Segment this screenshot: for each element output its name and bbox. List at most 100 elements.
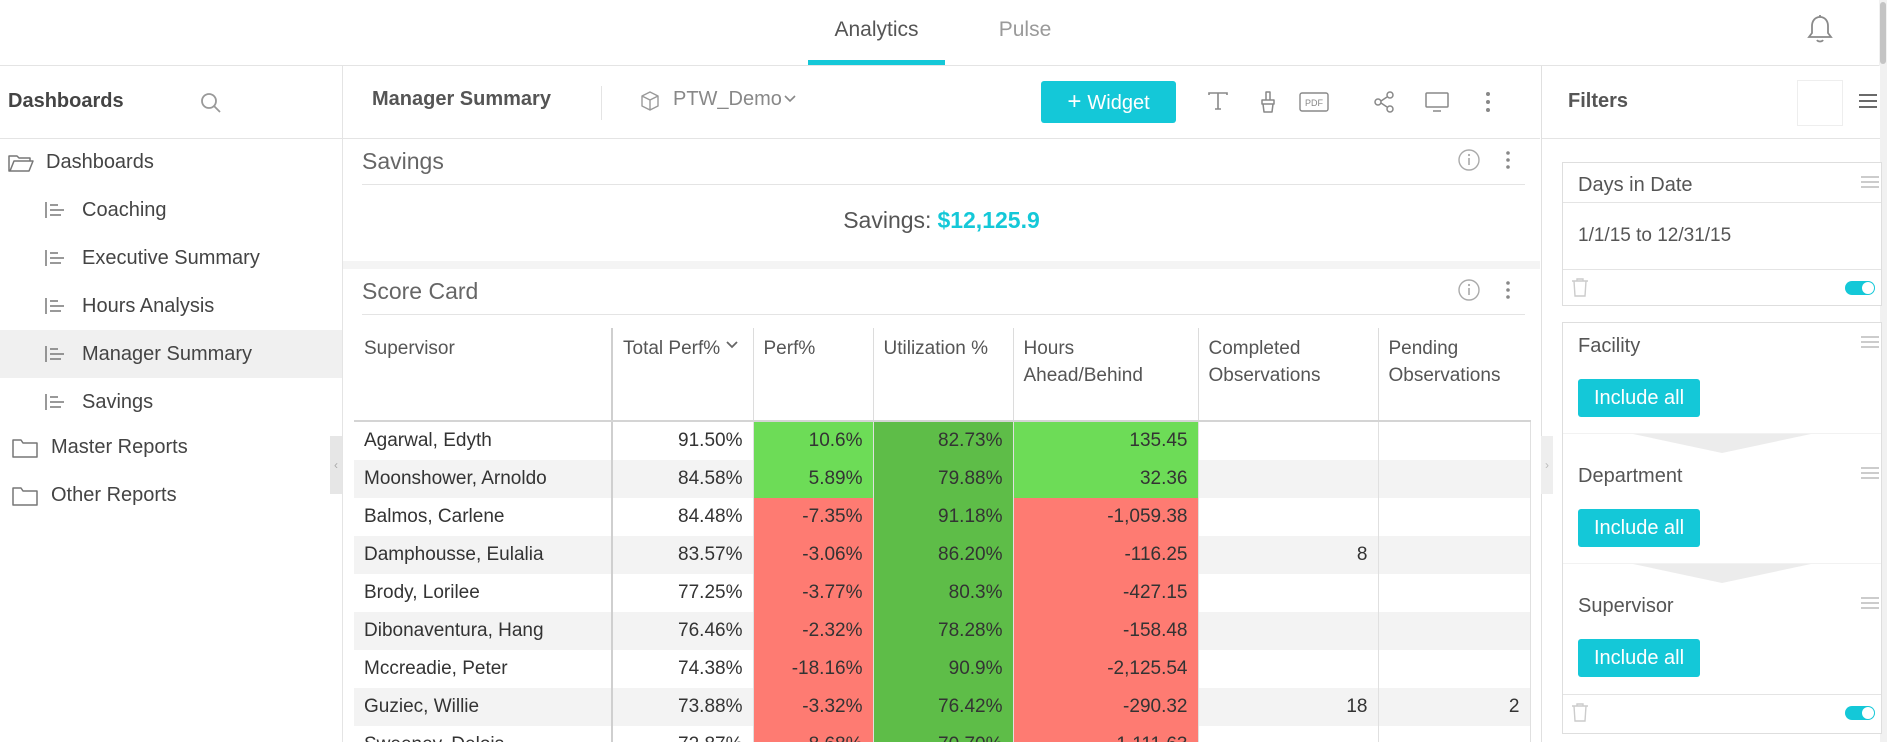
brush-icon[interactable] <box>1259 91 1277 113</box>
cell-completed <box>1198 612 1379 650</box>
sidebar-item-label: Hours Analysis <box>82 295 215 317</box>
table-row[interactable]: Mccreadie, Peter 74.38% -18.16% 90.9% -2… <box>354 650 1531 688</box>
filters-action-box[interactable] <box>1797 80 1843 126</box>
table-row[interactable]: Damphousse, Eulalia 83.57% -3.06% 86.20%… <box>354 536 1531 574</box>
tab-analytics[interactable]: Analytics <box>808 0 945 65</box>
column-header-completed-observations[interactable]: Completed Observations <box>1198 328 1379 422</box>
tab-pulse[interactable]: Pulse <box>998 18 1052 41</box>
include-all-button[interactable]: Include all <box>1578 509 1700 547</box>
drag-handle-icon[interactable] <box>1861 175 1879 189</box>
cell-perf: -18.16% <box>753 650 874 688</box>
sidebar-folder-master-reports[interactable]: Master Reports <box>0 423 342 471</box>
cell-supervisor: Agarwal, Edyth <box>354 421 613 460</box>
column-header-supervisor[interactable]: Supervisor <box>354 328 613 422</box>
date-filter-value[interactable]: 1/1/15 to 12/31/15 <box>1578 225 1732 246</box>
cell-pending <box>1378 726 1531 742</box>
sidebar-collapse-handle[interactable]: ‹ <box>330 436 342 494</box>
cell-pending <box>1378 650 1531 688</box>
sidebar-item-hours-analysis[interactable]: Hours Analysis <box>0 282 342 330</box>
add-widget-button[interactable]: + Widget <box>1041 81 1176 123</box>
info-icon[interactable] <box>1457 278 1481 302</box>
column-header-hours-ahead-behind[interactable]: Hours Ahead/Behind <box>1013 328 1199 422</box>
sidebar-item-executive-summary[interactable]: Executive Summary <box>0 234 342 282</box>
filter-title: Facility <box>1578 335 1641 357</box>
column-header-total-perf[interactable]: Total Perf% <box>612 328 754 422</box>
widget-menu-icon[interactable] <box>1505 150 1511 170</box>
drag-handle-icon[interactable] <box>1861 335 1879 349</box>
cell-perf: 5.89% <box>753 460 874 498</box>
table-row[interactable]: Sweeney, Delois 72.87% -8.68% 70.70% -1,… <box>354 726 1531 742</box>
pdf-icon[interactable]: PDF <box>1299 91 1329 113</box>
filter-toggle[interactable] <box>1845 281 1875 295</box>
cell-completed <box>1198 726 1379 742</box>
cell-utilization: 91.18% <box>873 498 1014 536</box>
header-divider <box>601 86 602 120</box>
trash-icon[interactable] <box>1571 702 1589 722</box>
sidebar-folder-dashboards[interactable]: Dashboards <box>0 138 342 186</box>
table-row[interactable]: Moonshower, Arnoldo 84.58% 5.89% 79.88% … <box>354 460 1531 498</box>
cell-total-perf: 77.25% <box>612 574 754 612</box>
dashboard-list-icon <box>44 201 66 219</box>
cell-pending <box>1378 536 1531 574</box>
search-icon[interactable] <box>200 92 222 114</box>
datasource-name: PTW_Demo <box>673 88 782 110</box>
filters-collapse-handle[interactable]: › <box>1541 436 1553 494</box>
cell-completed <box>1198 574 1379 612</box>
include-all-button[interactable]: Include all <box>1578 379 1700 417</box>
sidebar-item-label: Dashboards <box>46 151 154 173</box>
monitor-icon[interactable] <box>1424 91 1450 113</box>
cell-pending: 2 <box>1378 688 1531 726</box>
menu-icon[interactable] <box>1859 93 1877 109</box>
folder-icon <box>12 438 38 458</box>
sort-descending-icon <box>725 340 739 350</box>
folder-icon <box>12 486 38 506</box>
drag-handle-icon[interactable] <box>1861 466 1879 480</box>
table-row[interactable]: Balmos, Carlene 84.48% -7.35% 91.18% -1,… <box>354 498 1531 536</box>
cell-supervisor: Balmos, Carlene <box>354 498 613 536</box>
table-row[interactable]: Dibonaventura, Hang 76.46% -2.32% 78.28%… <box>354 612 1531 650</box>
column-header-utilization[interactable]: Utilization % <box>873 328 1014 422</box>
savings-indicator: Savings: $12,125.9 <box>343 207 1540 234</box>
share-icon[interactable] <box>1373 91 1395 113</box>
sidebar-item-label: Manager Summary <box>82 343 253 365</box>
column-header-pending-observations[interactable]: Pending Observations <box>1378 328 1530 422</box>
sidebar-item-label: Master Reports <box>51 436 188 458</box>
cell-utilization: 86.20% <box>873 536 1014 574</box>
info-icon[interactable] <box>1457 148 1481 172</box>
cell-total-perf: 91.50% <box>612 421 754 460</box>
cell-utilization: 79.88% <box>873 460 1014 498</box>
sidebar-item-label: Other Reports <box>51 484 177 506</box>
sidebar-item-label: Executive Summary <box>82 247 260 269</box>
cube-icon <box>639 90 661 112</box>
table-row[interactable]: Agarwal, Edyth 91.50% 10.6% 82.73% 135.4… <box>354 421 1531 460</box>
column-header-perf[interactable]: Perf% <box>753 328 874 422</box>
cell-total-perf: 83.57% <box>612 536 754 574</box>
cell-total-perf: 72.87% <box>612 726 754 742</box>
column-header-label: Total Perf% <box>623 338 721 359</box>
table-row[interactable]: Guziec, Willie 73.88% -3.32% 76.42% -290… <box>354 688 1531 726</box>
drag-handle-icon[interactable] <box>1861 596 1879 610</box>
text-icon[interactable] <box>1207 91 1229 111</box>
cell-supervisor: Moonshower, Arnoldo <box>354 460 613 498</box>
cell-supervisor: Mccreadie, Peter <box>354 650 613 688</box>
page-scrollbar[interactable] <box>1879 0 1887 742</box>
bell-icon[interactable] <box>1807 14 1833 44</box>
filter-toggle[interactable] <box>1845 706 1875 720</box>
trash-icon[interactable] <box>1571 277 1589 297</box>
dashboard-list-icon <box>44 249 66 267</box>
add-widget-label: Widget <box>1087 92 1150 114</box>
cell-hours: -158.48 <box>1013 612 1199 650</box>
table-row[interactable]: Brody, Lorilee 77.25% -3.77% 80.3% -427.… <box>354 574 1531 612</box>
sidebar-item-savings[interactable]: Savings <box>0 378 342 426</box>
sidebar-item-manager-summary[interactable]: Manager Summary <box>0 330 342 378</box>
cell-total-perf: 74.38% <box>612 650 754 688</box>
sidebar-folder-other-reports[interactable]: Other Reports <box>0 471 342 519</box>
cell-total-perf: 76.46% <box>612 612 754 650</box>
sidebar-item-coaching[interactable]: Coaching <box>0 186 342 234</box>
folder-open-icon <box>8 153 34 173</box>
filter-connector <box>1563 563 1881 585</box>
include-all-button[interactable]: Include all <box>1578 639 1700 677</box>
more-icon[interactable] <box>1485 91 1491 113</box>
widget-menu-icon[interactable] <box>1505 280 1511 300</box>
cell-completed <box>1198 498 1379 536</box>
